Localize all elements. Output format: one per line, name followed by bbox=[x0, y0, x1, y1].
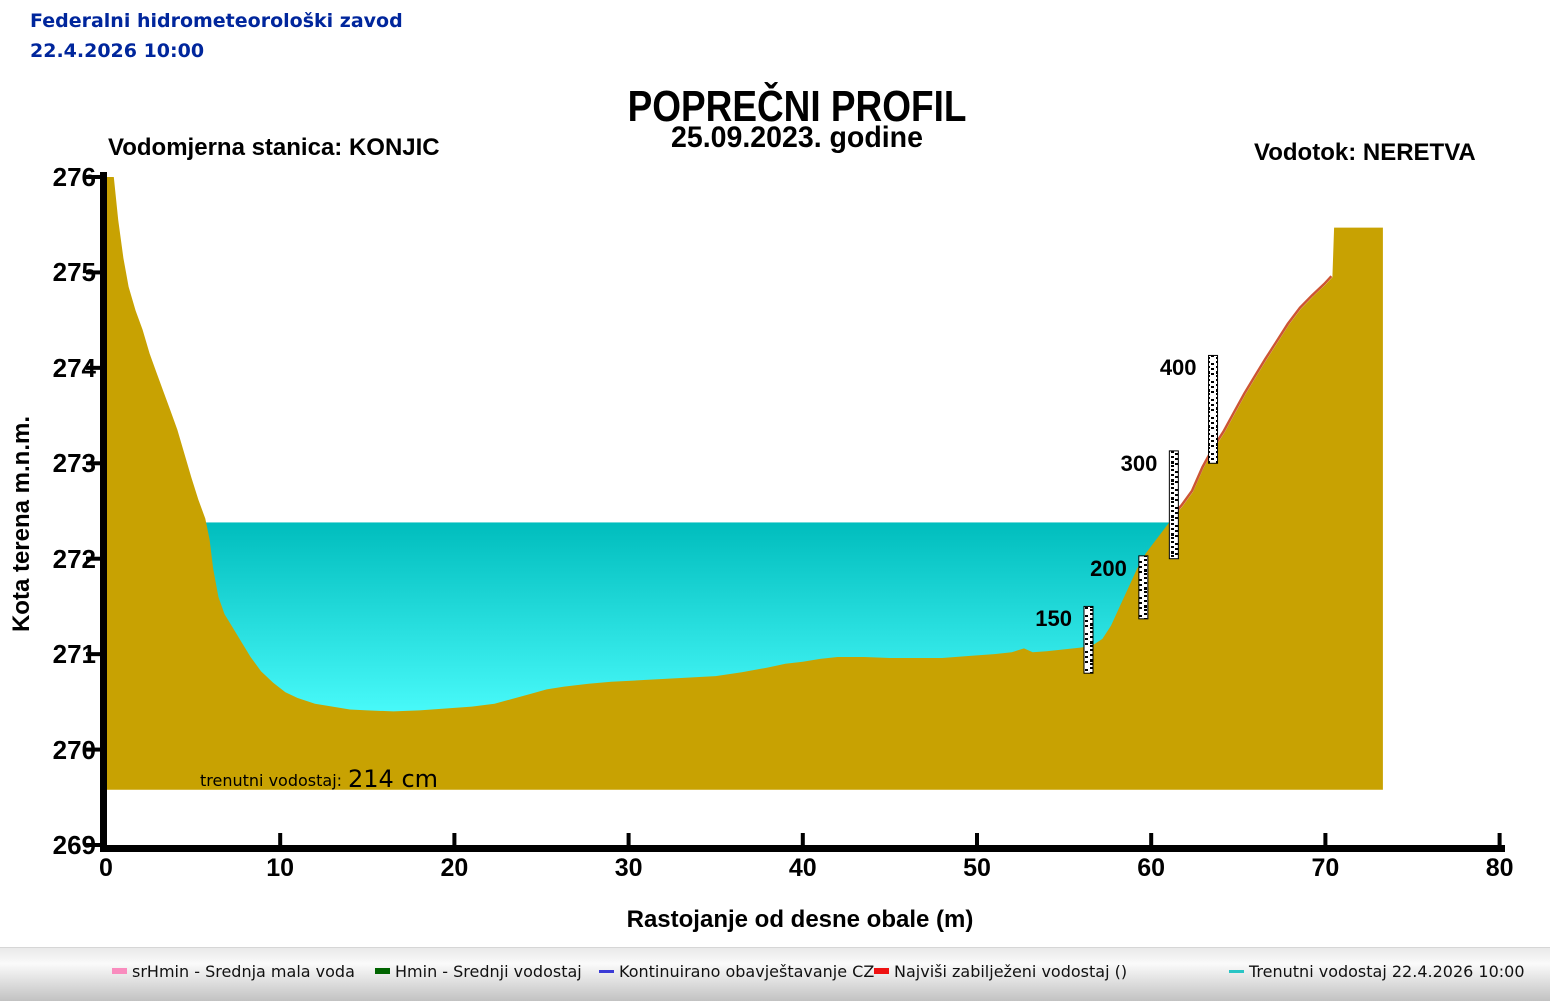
x-tick-label: 70 bbox=[1311, 854, 1340, 882]
y-tick bbox=[86, 174, 100, 179]
current-level-label: trenutni vodostaj: bbox=[200, 771, 343, 790]
station-label: Vodomjerna stanica: KONJIC bbox=[108, 134, 440, 161]
x-tick bbox=[278, 833, 283, 845]
y-tick bbox=[86, 461, 100, 466]
legend-marker bbox=[375, 968, 390, 974]
x-tick bbox=[626, 833, 631, 845]
gauge-label-400: 400 bbox=[1159, 355, 1197, 381]
legend-marker bbox=[599, 969, 614, 973]
x-tick-label: 30 bbox=[614, 854, 643, 882]
x-tick bbox=[1149, 833, 1154, 845]
x-tick-label: 40 bbox=[788, 854, 817, 882]
legend-item-1: Hmin - Srednji vodostaj bbox=[375, 959, 582, 983]
x-axis-title: Rastojanje od desne obale (m) bbox=[626, 906, 974, 933]
legend-marker bbox=[1229, 969, 1244, 973]
gauge-label-300: 300 bbox=[1120, 450, 1158, 476]
legend-label: Kontinuirano obavještavanje CZ bbox=[619, 961, 875, 981]
legend-label: Hmin - Srednji vodostaj bbox=[395, 961, 582, 981]
y-tick-label: 275 bbox=[52, 257, 96, 288]
y-tick-label: 272 bbox=[52, 543, 96, 574]
gauge-staff-200 bbox=[1138, 555, 1149, 620]
y-tick bbox=[86, 556, 100, 561]
y-tick bbox=[86, 843, 100, 847]
river-label: Vodotok: NERETVA bbox=[1254, 139, 1476, 166]
y-tick-label: 273 bbox=[52, 448, 96, 479]
y-tick-label: 271 bbox=[52, 639, 96, 670]
org-title: Federalni hidrometeorološki zavod bbox=[30, 10, 403, 32]
legend-item-0: srHmin - Srednja mala voda bbox=[112, 959, 355, 983]
y-axis-line bbox=[100, 172, 107, 851]
y-tick bbox=[86, 365, 100, 370]
page-title: POPREČNI PROFIL bbox=[627, 82, 967, 131]
x-tick-label: 60 bbox=[1137, 854, 1166, 882]
legend-marker bbox=[874, 968, 889, 974]
x-tick-label: 80 bbox=[1485, 854, 1514, 882]
terrain-area bbox=[106, 177, 1383, 790]
header-datetime: 22.4.2026 10:00 bbox=[30, 40, 205, 62]
current-level-value: 214 cm bbox=[348, 765, 439, 793]
x-tick-label: 0 bbox=[99, 854, 113, 882]
x-tick-label: 10 bbox=[266, 854, 295, 882]
x-axis-line bbox=[100, 845, 1505, 852]
y-tick-label: 274 bbox=[52, 352, 96, 383]
y-tick-label: 269 bbox=[52, 830, 96, 860]
x-tick bbox=[1497, 833, 1502, 845]
y-tick bbox=[86, 652, 100, 657]
legend-marker bbox=[112, 968, 127, 974]
legend-label: Trenutni vodostaj 22.4.2026 10:00 bbox=[1249, 961, 1525, 981]
y-tick-label: 270 bbox=[52, 734, 96, 765]
legend-item-3: Najviši zabilježeni vodostaj () bbox=[874, 959, 1127, 983]
highest-recorded-level-line bbox=[1170, 275, 1333, 519]
gauge-label-150: 150 bbox=[1035, 606, 1072, 632]
x-tick-label: 20 bbox=[440, 854, 469, 882]
y-tick bbox=[86, 270, 100, 275]
x-tick bbox=[452, 833, 457, 845]
legend-label: Najviši zabilježeni vodostaj () bbox=[894, 961, 1128, 981]
x-tick bbox=[1323, 833, 1328, 845]
gauge-label-200: 200 bbox=[1090, 555, 1127, 581]
legend-bar: srHmin - Srednja mala voda Hmin - Srednji… bbox=[0, 947, 1550, 1001]
legend-item-2: Kontinuirano obavještavanje CZ bbox=[599, 959, 874, 983]
x-tick bbox=[800, 833, 805, 845]
x-tick bbox=[975, 833, 979, 845]
x-tick-label: 50 bbox=[963, 854, 991, 882]
y-axis-title: Kota terena m.n.m. bbox=[8, 415, 35, 633]
legend-label: srHmin - Srednja mala voda bbox=[132, 961, 355, 981]
gauge-staff-150 bbox=[1083, 605, 1094, 674]
gauge-staff-300 bbox=[1168, 450, 1179, 560]
legend-item-4: Trenutni vodostaj 22.4.2026 10:00 bbox=[1229, 959, 1525, 983]
page-subtitle: 25.09.2023. godine bbox=[671, 121, 923, 154]
gauge-staff-400 bbox=[1208, 354, 1219, 464]
y-tick-label: 276 bbox=[52, 161, 96, 192]
y-tick bbox=[86, 747, 100, 752]
